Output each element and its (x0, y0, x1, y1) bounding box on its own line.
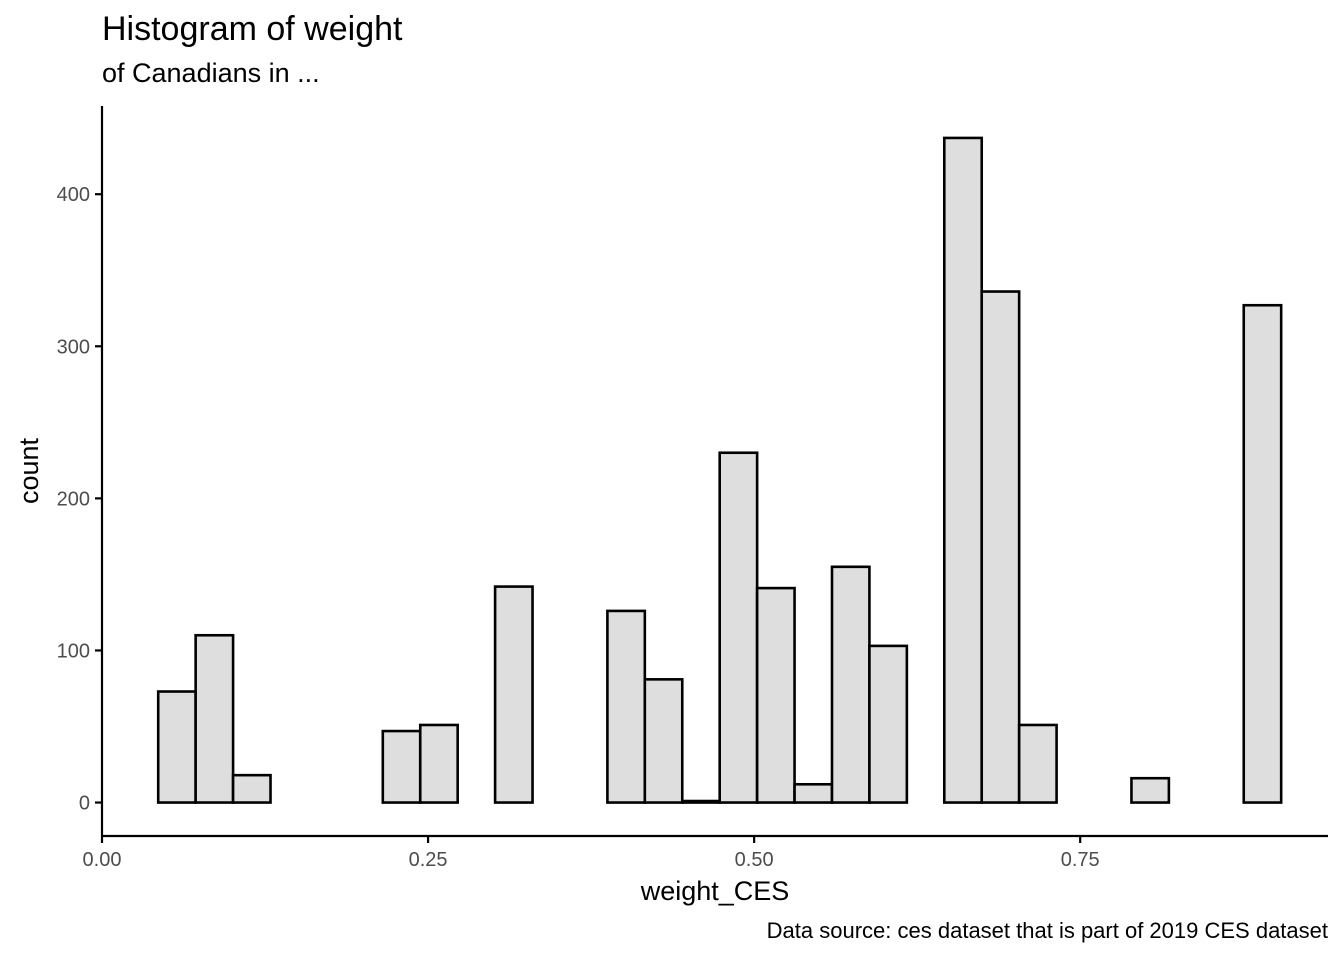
histogram-bar (793, 782, 834, 804)
y-tick-label: 100 (57, 640, 90, 662)
histogram-bar (643, 678, 684, 804)
y-axis-ticks: 0 100 200 300 400 (57, 184, 102, 815)
histogram-bar (718, 451, 759, 804)
histogram-bar (1242, 303, 1283, 804)
histogram-bar (606, 609, 647, 804)
y-axis-title: count (14, 437, 44, 504)
chart-caption: Data source: ces dataset that is part of… (766, 918, 1328, 943)
histogram-bar (381, 729, 422, 804)
x-tick-label: 0.00 (83, 849, 122, 871)
histogram-bar (942, 136, 984, 804)
x-axis-title: weight_CES (640, 876, 790, 906)
histogram-bar (493, 585, 534, 804)
x-tick-label: 0.25 (409, 849, 448, 871)
histogram-bar (868, 644, 909, 804)
chart-subtitle: of Canadians in ... (102, 58, 320, 88)
histogram-bar (830, 565, 871, 804)
x-axis-ticks: 0.00 0.25 0.50 0.75 (83, 836, 1100, 871)
y-tick-label: 200 (57, 488, 90, 510)
histogram-bar (231, 773, 272, 804)
y-tick-label: 300 (57, 336, 90, 358)
x-tick-label: 0.50 (735, 849, 774, 871)
bars-group (156, 136, 1283, 804)
y-tick-label: 0 (79, 793, 90, 815)
histogram-bar (156, 690, 197, 804)
histogram-bar (755, 586, 796, 804)
chart-title: Histogram of weight (102, 10, 403, 48)
histogram-bar (1017, 723, 1058, 804)
histogram-bar (980, 290, 1021, 804)
x-tick-label: 0.75 (1061, 849, 1100, 871)
histogram-bar (418, 723, 459, 804)
y-tick-label: 400 (57, 184, 90, 206)
histogram-bar (194, 633, 235, 804)
histogram-bar (680, 799, 721, 804)
histogram-bar (1130, 776, 1171, 804)
